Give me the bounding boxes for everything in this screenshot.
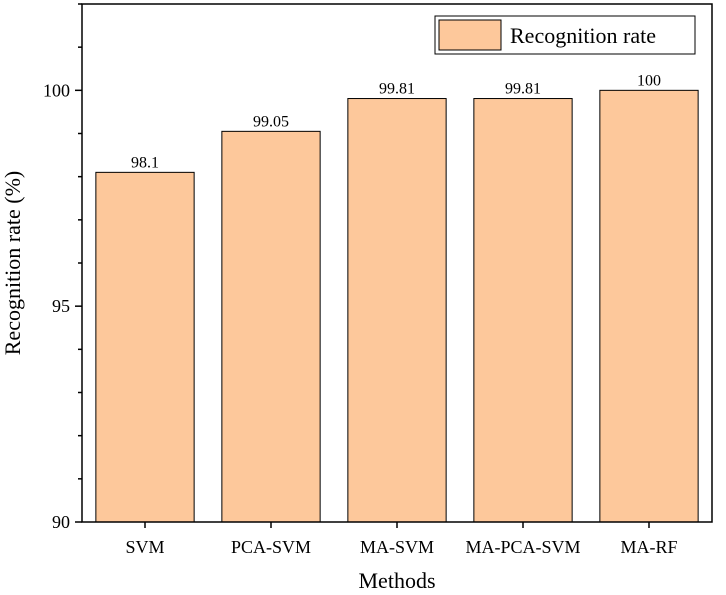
y-tick-label: 95: [52, 296, 70, 316]
y-tick-label: 90: [52, 512, 70, 532]
y-axis-title: Recognition rate (%): [0, 171, 25, 356]
x-axis-ticks: SVM PCA-SVM MA-SVM MA-PCA-SVM MA-RF: [125, 522, 678, 557]
x-tick-label: SVM: [125, 537, 164, 557]
bar-pca-svm: [221, 130, 321, 523]
legend-swatch: [438, 19, 502, 51]
value-label: 99.05: [253, 113, 289, 130]
x-tick-label: PCA-SVM: [231, 537, 311, 557]
x-axis-title: Methods: [359, 568, 436, 593]
value-label: 99.81: [505, 81, 541, 98]
value-labels-group: 98.1 99.05 99.81 99.81 100: [131, 72, 661, 171]
legend-label: Recognition rate: [510, 23, 656, 48]
y-axis-ticks: 90 95 100: [43, 3, 82, 532]
y-tick-label: 100: [43, 80, 70, 100]
x-tick-label: MA-PCA-SVM: [465, 537, 580, 557]
bar-ma-svm: [347, 98, 447, 523]
bars-group: [95, 89, 699, 523]
x-tick-label: MA-RF: [620, 537, 677, 557]
legend: Recognition rate: [434, 15, 696, 55]
value-label: 99.81: [379, 81, 415, 98]
value-label: 100: [637, 72, 661, 89]
value-label: 98.1: [131, 154, 159, 171]
bar-svm: [95, 171, 195, 523]
bar-ma-rf: [599, 89, 699, 523]
bar-ma-pca-svm: [473, 98, 573, 523]
x-tick-label: MA-SVM: [360, 537, 434, 557]
